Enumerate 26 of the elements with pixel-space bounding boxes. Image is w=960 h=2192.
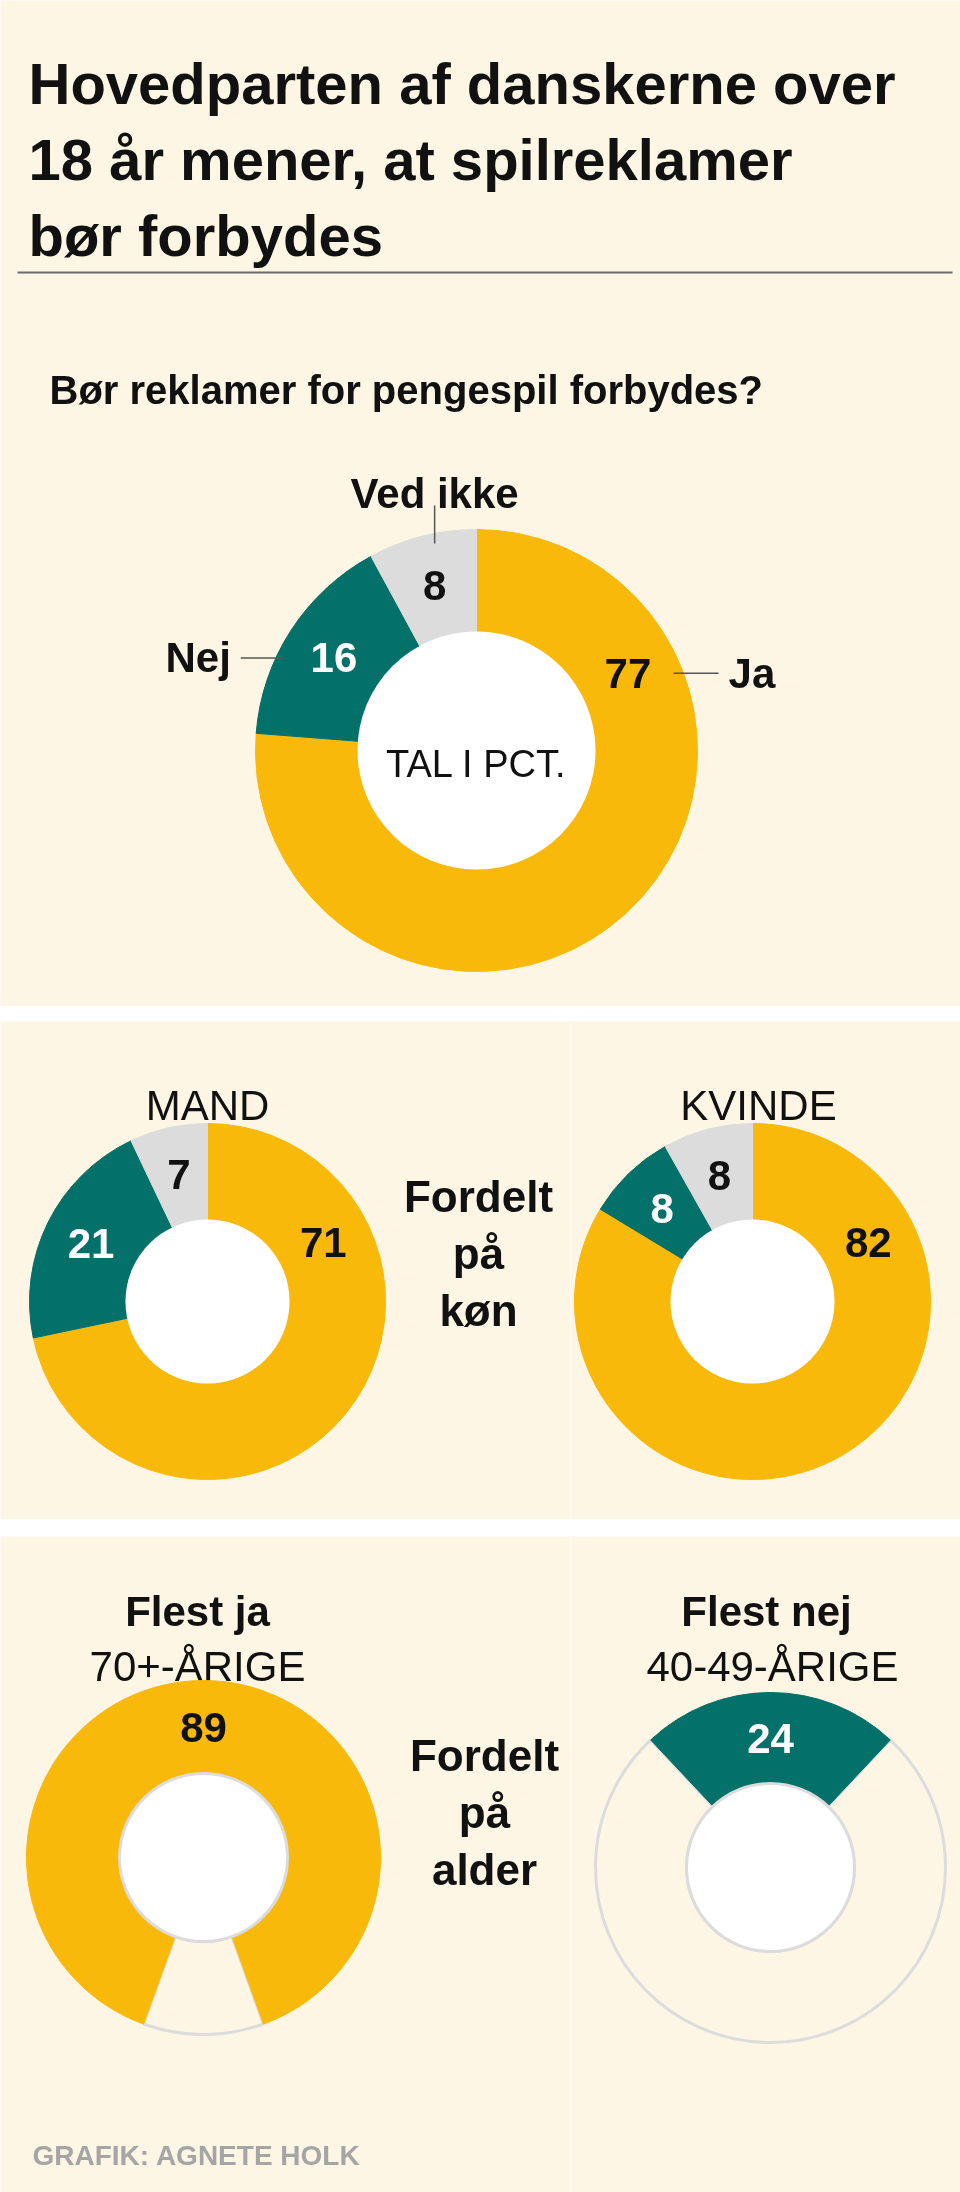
chart-title: MAND — [145, 1082, 270, 1129]
slice-label: Ja — [728, 649, 776, 697]
data-label: 8 — [707, 1152, 732, 1200]
chart-subtitle: Bør reklamer for pengespil forbydes? — [49, 367, 764, 412]
text: TAL I PCT. — [386, 742, 566, 785]
data-label: 16 — [310, 634, 358, 682]
text: GRAFIK: AGNETE HOLK — [32, 2140, 360, 2171]
slice-label: Ved ikke — [350, 470, 519, 517]
data-label: 89 — [180, 1703, 227, 1751]
chart-title: Flest nej — [681, 1588, 852, 1635]
data-label: 8 — [422, 562, 447, 610]
chart-subtitle: 70+-ÅRIGE — [89, 1643, 306, 1690]
data-label: 71 — [299, 1218, 347, 1266]
slice-label: Nej — [165, 634, 231, 682]
chart-title: Hovedparten af danskerne over 18 år mener, at spilreklamer bør forbydes — [28, 51, 896, 268]
data-label: 8 — [650, 1184, 674, 1232]
data-label: 21 — [67, 1220, 115, 1268]
chart-title: KVINDE — [680, 1082, 837, 1129]
chart-subtitle: 40-49-ÅRIGE — [646, 1643, 899, 1690]
data-label: 82 — [844, 1218, 892, 1266]
data-label: 24 — [747, 1714, 795, 1762]
chart-title: Flest ja — [125, 1588, 271, 1635]
text: Fordelt på alder — [409, 1731, 560, 1894]
data-label: 77 — [604, 649, 652, 697]
data-label: 7 — [167, 1151, 191, 1199]
text: Fordelt på køn — [403, 1172, 554, 1335]
